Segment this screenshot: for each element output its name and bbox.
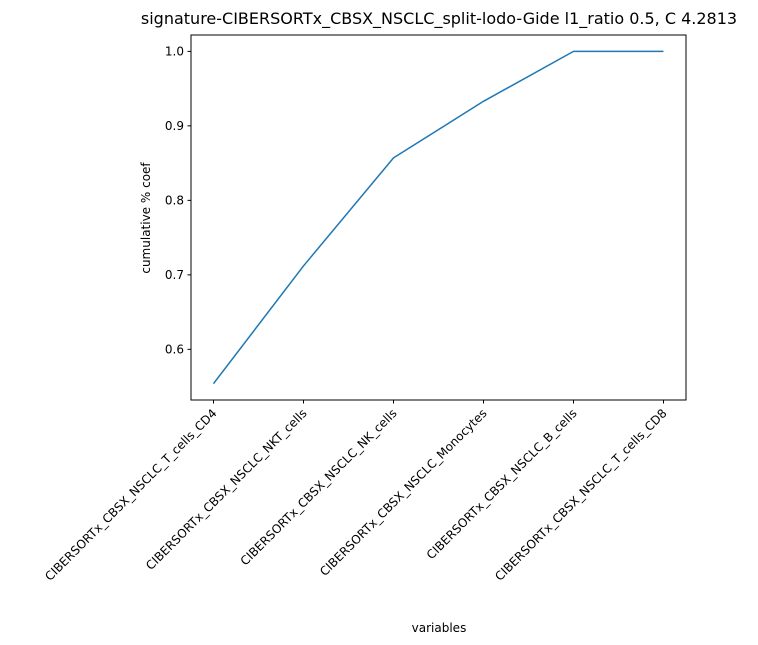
chart-title: signature-CIBERSORTx_CBSX_NSCLC_split-lo…: [141, 9, 737, 29]
y-tick-label-3: 0.9: [165, 119, 184, 133]
y-tick-label-0: 0.6: [165, 342, 184, 356]
plot-frame: [190, 34, 687, 401]
y-axis: 0.6 0.7 0.8 0.9 1.0: [165, 44, 191, 356]
series-line-0: [212, 50, 664, 385]
plot-area: [190, 34, 687, 401]
y-tick-label-2: 0.8: [165, 193, 184, 207]
y-tick-label-1: 0.7: [165, 268, 184, 282]
x-axis-label: variables: [412, 621, 467, 635]
y-tick-label-4: 1.0: [165, 44, 184, 58]
y-axis-label: cumulative % coef: [139, 162, 153, 274]
